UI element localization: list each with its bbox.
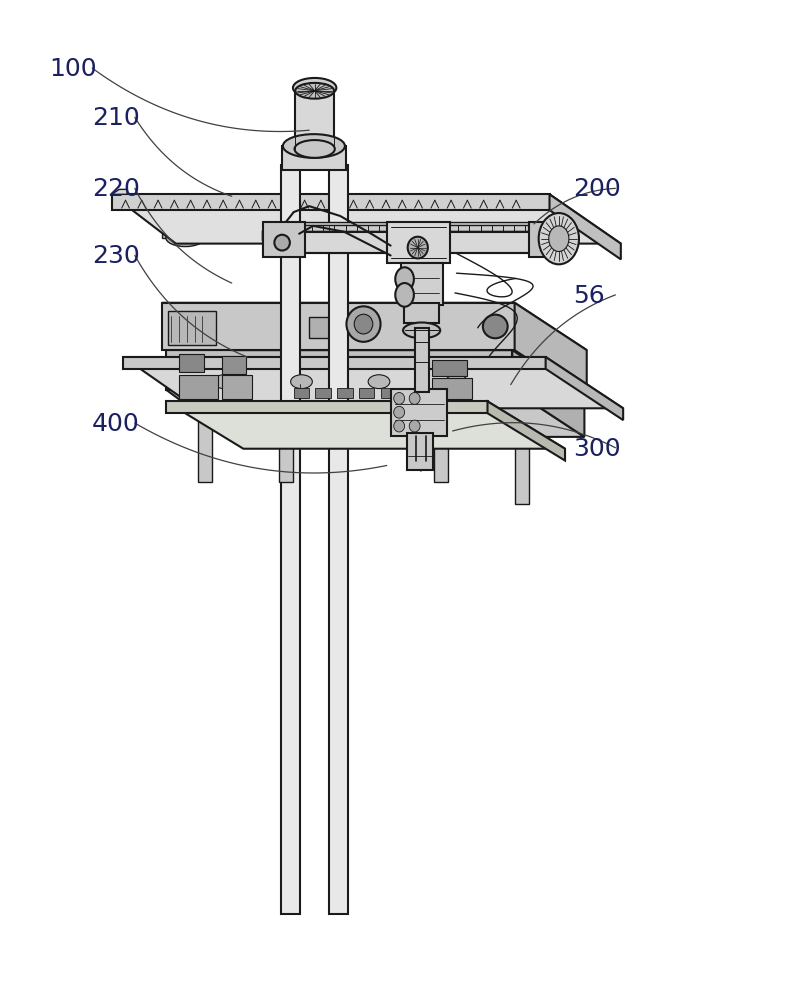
Bar [529,222,552,257]
Ellipse shape [294,140,335,158]
Bar [407,433,433,470]
Bar [434,413,448,482]
Ellipse shape [166,229,204,247]
Ellipse shape [483,315,507,338]
Text: 300: 300 [573,437,620,461]
Ellipse shape [406,229,445,247]
Bar [263,222,305,257]
Bar [404,303,439,323]
Polygon shape [263,232,548,240]
Polygon shape [111,189,127,194]
Polygon shape [512,350,585,437]
Ellipse shape [403,322,440,338]
Text: 220: 220 [92,177,140,201]
Bar [432,378,472,399]
Bar [309,317,331,338]
Ellipse shape [395,283,414,307]
Polygon shape [162,303,514,350]
Ellipse shape [409,393,420,404]
Bar [168,311,216,345]
Bar [432,360,466,376]
Ellipse shape [213,375,235,389]
Text: 200: 200 [573,177,620,201]
Ellipse shape [408,237,428,258]
Polygon shape [263,222,542,232]
Text: 56: 56 [573,284,604,308]
Polygon shape [166,390,585,437]
Ellipse shape [446,375,467,389]
Ellipse shape [275,235,290,251]
Bar [337,388,353,398]
Polygon shape [123,357,623,408]
Bar [329,165,348,914]
Bar [197,413,211,482]
Polygon shape [514,303,587,397]
Bar [387,222,451,263]
Polygon shape [549,194,621,259]
Ellipse shape [162,200,208,220]
Bar [380,388,396,398]
Bar [282,165,300,914]
Bar [402,210,449,238]
Ellipse shape [290,375,312,389]
Bar [282,146,346,170]
Ellipse shape [409,420,420,432]
Text: 230: 230 [92,244,140,268]
Ellipse shape [295,83,334,99]
Ellipse shape [394,393,405,404]
Bar [295,91,334,150]
Bar [336,315,347,340]
Bar [415,328,428,392]
Ellipse shape [283,134,345,158]
Polygon shape [162,303,587,350]
Ellipse shape [548,226,569,251]
Ellipse shape [395,267,414,291]
Bar [263,232,542,253]
Text: 210: 210 [92,106,140,130]
Bar [279,413,293,482]
Text: 400: 400 [92,412,140,436]
Ellipse shape [394,406,405,418]
Bar [222,356,245,374]
Polygon shape [123,357,546,369]
Bar [391,389,447,436]
Polygon shape [111,194,621,244]
Polygon shape [546,357,623,420]
Ellipse shape [539,213,579,264]
Polygon shape [166,401,565,449]
Polygon shape [166,350,512,390]
Bar [401,263,443,305]
Ellipse shape [293,78,336,98]
Bar [359,388,374,398]
Ellipse shape [394,420,405,432]
Bar [294,388,309,398]
Bar [179,375,218,399]
Bar [515,435,529,504]
Bar [316,388,331,398]
Polygon shape [166,401,488,413]
Polygon shape [488,401,565,461]
Bar [222,375,252,399]
Bar [179,354,204,372]
Text: 100: 100 [50,57,97,81]
Ellipse shape [354,314,372,334]
Ellipse shape [368,375,390,389]
Ellipse shape [346,306,380,342]
Ellipse shape [402,200,449,220]
Bar [162,210,208,238]
Polygon shape [111,194,549,210]
